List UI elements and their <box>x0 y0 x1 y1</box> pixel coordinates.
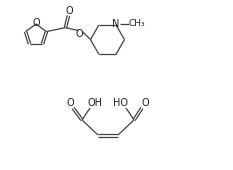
Text: O: O <box>66 98 74 108</box>
Text: O: O <box>32 18 40 28</box>
Text: OH: OH <box>88 98 103 108</box>
Text: O: O <box>66 6 73 16</box>
Text: O: O <box>141 98 149 108</box>
Text: O: O <box>76 29 83 39</box>
Text: HO: HO <box>113 98 127 108</box>
Text: N: N <box>112 19 120 29</box>
Text: CH₃: CH₃ <box>129 19 145 28</box>
